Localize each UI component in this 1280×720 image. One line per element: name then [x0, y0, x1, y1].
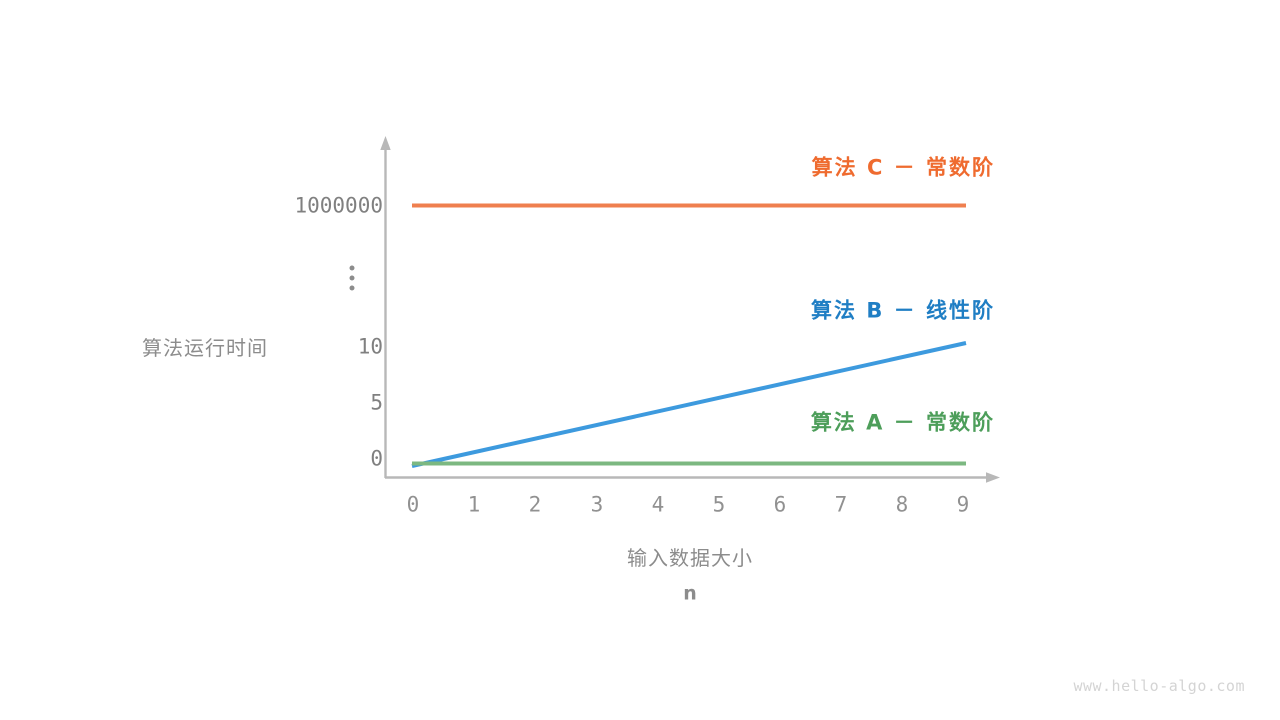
- x-tick-label-5: 5: [712, 492, 726, 517]
- x-tick-label-2: 2: [528, 492, 542, 517]
- x-tick-label-3: 3: [590, 492, 604, 517]
- x-tick-label-0: 0: [406, 492, 420, 517]
- y-tick-label-5: 5: [370, 390, 383, 415]
- x-tick-label-4: 4: [651, 492, 665, 517]
- x-axis-title: 输入数据大小: [627, 546, 753, 570]
- x-tick-label-8: 8: [895, 492, 909, 517]
- series-label-b: 算法 B － 线性阶: [811, 298, 995, 323]
- y-axis: [380, 136, 391, 478]
- y-tick-label-0: 0: [370, 446, 383, 471]
- x-tick-label-6: 6: [773, 492, 787, 517]
- series-line-b: [411, 341, 967, 468]
- x-tick-label-7: 7: [834, 492, 848, 517]
- series-label-c: 算法 C － 常数阶: [811, 155, 995, 180]
- watermark: www.hello-algo.com: [1073, 677, 1245, 695]
- y-tick-label-10: 10: [357, 334, 383, 359]
- x-tick-label-9: 9: [956, 492, 970, 517]
- x-tick-label-1: 1: [467, 492, 481, 517]
- y-axis-title: 算法运行时间: [142, 336, 268, 360]
- x-axis: [385, 472, 1000, 483]
- y-tick-label-1000000: 1000000: [294, 193, 383, 218]
- series-label-a: 算法 A － 常数阶: [810, 410, 995, 435]
- x-axis-subtitle: n: [683, 582, 697, 605]
- y-axis-ellipsis-icon: [349, 265, 355, 291]
